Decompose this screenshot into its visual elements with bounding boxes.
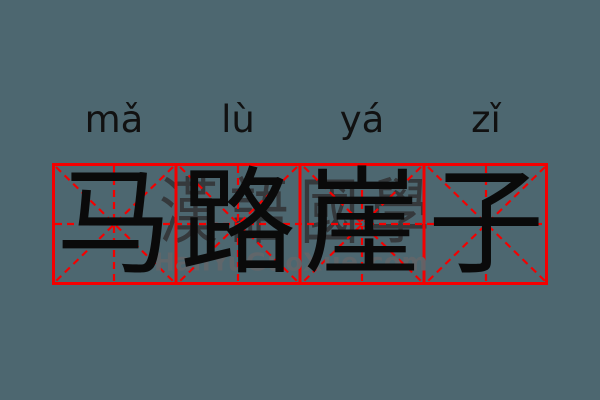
grid-borders — [52, 163, 548, 285]
pinyin-syllable-2: lù — [221, 97, 255, 141]
pinyin-syllable-3: yá — [339, 97, 385, 141]
pinyin-syllable-4: zǐ — [471, 97, 501, 141]
hanzi-character-2: 路 — [180, 156, 296, 291]
tianzige-grid — [52, 163, 548, 285]
watermark-site-url: HanYuGuoXue.com — [153, 247, 429, 277]
pinyin-syllable-1: mǎ — [84, 97, 144, 141]
hanzi-character-4: 子 — [428, 156, 544, 291]
watermark-cjk-text: 漢語國學 — [158, 170, 442, 254]
hanzi-character-3: 崖 — [304, 156, 420, 291]
hanzi-character-1: 马 — [56, 156, 172, 291]
